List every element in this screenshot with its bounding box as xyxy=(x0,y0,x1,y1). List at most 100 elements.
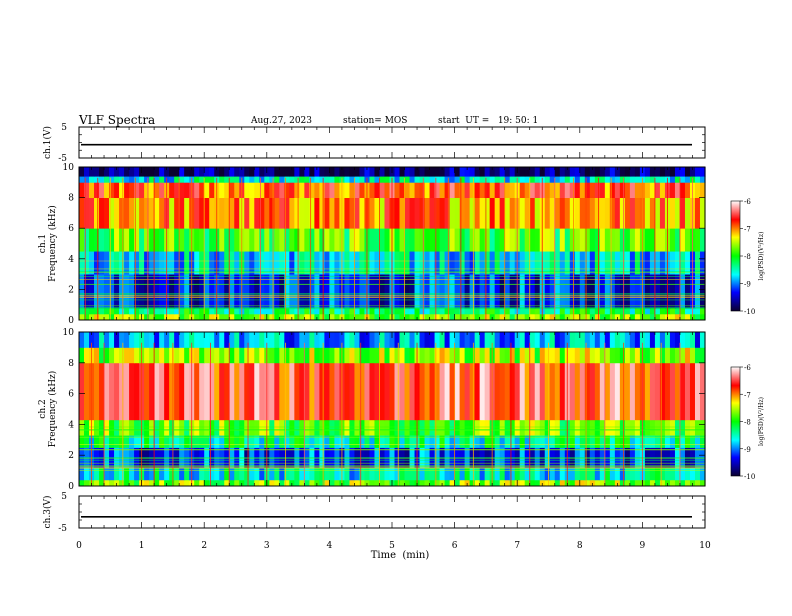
spectrogram-cell xyxy=(659,197,666,229)
spectrogram-cell xyxy=(484,347,491,364)
spectrogram-cell xyxy=(244,467,250,481)
spectrogram-cell xyxy=(319,167,325,177)
spectrogram-cell xyxy=(544,332,551,348)
spectrogram-cell xyxy=(299,479,305,487)
spectrogram-cell xyxy=(579,307,586,315)
spectrogram-cell xyxy=(304,167,310,177)
spectrogram-cell xyxy=(249,347,255,364)
spectrogram-cell xyxy=(259,362,265,421)
spectrogram-cell xyxy=(144,347,150,364)
spectrogram-cell xyxy=(634,167,641,177)
spectrogram-cell xyxy=(414,228,421,252)
spectrogram-cell xyxy=(79,307,85,315)
spectrogram-cell xyxy=(694,332,701,348)
spectrogram-cell xyxy=(424,479,431,487)
spectrogram-cell xyxy=(559,313,566,321)
spectrogram-cell xyxy=(344,274,351,309)
spectrogram-cell xyxy=(189,332,195,348)
spectrogram-cell xyxy=(369,467,376,481)
spectrogram-cell xyxy=(584,479,591,487)
spectrogram-cell xyxy=(409,197,416,229)
spectrogram-cell xyxy=(284,313,290,321)
y-tick-label: -5 xyxy=(58,524,67,534)
spectrogram-cell xyxy=(394,307,401,315)
spectrogram-cell xyxy=(679,362,686,421)
spectrogram-cell xyxy=(469,197,476,229)
spectrogram-cell xyxy=(529,251,536,275)
spectrogram-cell xyxy=(659,467,666,481)
y-axis-label: ch.1 xyxy=(38,234,48,253)
spectrogram-cell xyxy=(124,228,130,252)
spectrogram-cell xyxy=(624,347,631,364)
spectrogram-cell xyxy=(304,228,310,252)
spectrogram-cell xyxy=(399,467,406,481)
spectrogram-cell xyxy=(344,362,351,421)
spectrogram-cell xyxy=(679,313,686,321)
spectrogram-cell xyxy=(614,182,621,198)
spectrogram-cell xyxy=(344,467,351,481)
spectrogram-cell xyxy=(624,313,631,321)
spectrogram-cell xyxy=(454,467,461,481)
spectrogram-cell xyxy=(664,332,671,348)
spectrogram-cell xyxy=(634,182,641,198)
spectrogram-cell xyxy=(109,228,115,252)
spectrogram-cell xyxy=(84,197,90,229)
spectrogram-cell xyxy=(484,228,491,252)
spectrogram-cell xyxy=(579,228,586,252)
spectrogram-cell xyxy=(584,332,591,348)
spectrogram-cell xyxy=(244,419,250,436)
spectrogram-cell xyxy=(484,251,491,275)
spectrogram-cell xyxy=(209,251,215,275)
spectrogram-cell xyxy=(469,467,476,481)
spectrogram-cell xyxy=(524,347,531,364)
spectrogram-cell xyxy=(234,347,240,364)
spectrogram-cell xyxy=(264,197,270,229)
spectrogram-cell xyxy=(609,467,616,481)
spectrogram-cell xyxy=(99,332,105,348)
spectrogram-cell xyxy=(394,182,401,198)
spectrogram-cell xyxy=(529,307,536,315)
spectrogram-cell xyxy=(289,307,295,315)
spectrogram-cell xyxy=(84,332,90,348)
spectrogram-cell xyxy=(134,228,140,252)
spectrogram-cell xyxy=(629,313,636,321)
spectrogram-cell xyxy=(424,176,431,183)
spectrogram-cell xyxy=(289,274,295,309)
spectrogram-cell xyxy=(309,251,315,275)
spectrogram-cell xyxy=(89,274,95,309)
spectrogram-cell xyxy=(229,228,235,252)
spectrogram-cell xyxy=(99,197,105,229)
spectrogram-cell xyxy=(269,167,275,177)
spectrogram-cell xyxy=(329,347,336,364)
spectrogram-cell xyxy=(569,467,576,481)
x-tick-label: 0 xyxy=(76,541,82,551)
x-tick-label: 7 xyxy=(514,541,520,551)
spectrogram-cell xyxy=(484,467,491,481)
spectrogram-cell xyxy=(194,332,200,348)
date-label: Aug.27, 2023 xyxy=(250,116,312,126)
spectrogram-cell xyxy=(144,251,150,275)
spectrogram-cell xyxy=(479,251,486,275)
spectrogram-cell xyxy=(499,313,506,321)
spectrogram-cell xyxy=(184,307,190,315)
spectrogram-cell xyxy=(374,362,381,421)
spectrogram-cell xyxy=(604,467,611,481)
spectrogram-cell xyxy=(254,197,260,229)
spectrogram-cell xyxy=(279,228,285,252)
spectrogram-cell xyxy=(499,332,506,348)
spectrogram-cell xyxy=(334,467,341,481)
spectrogram-cell xyxy=(199,362,205,421)
spectrogram-cell xyxy=(669,197,676,229)
panels: ch.1(V) 5-5ch.1 Frequency (kHz)0246810-6-7… xyxy=(38,123,765,551)
spectrogram-cell xyxy=(244,228,250,252)
spectrogram-cell xyxy=(534,167,541,177)
spectrogram-cell xyxy=(104,197,110,229)
spectrogram-cell xyxy=(259,167,265,177)
spectrogram-cell xyxy=(604,332,611,348)
spectrogram-cell xyxy=(94,347,100,364)
spectrogram-cell xyxy=(199,182,205,198)
spectrogram-cell xyxy=(594,332,601,348)
spectrogram-cell xyxy=(459,274,466,309)
spectrogram-cell xyxy=(149,251,155,275)
spectrogram-cell xyxy=(394,167,401,177)
